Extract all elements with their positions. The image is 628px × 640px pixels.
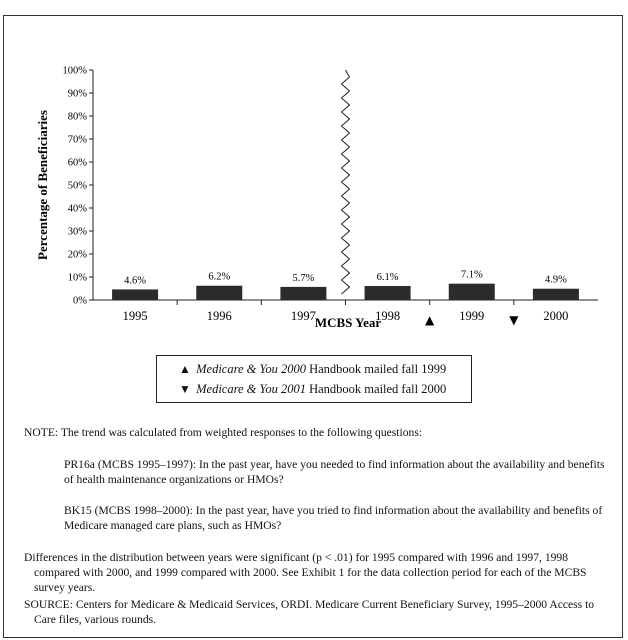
legend-item-2001-handbook: ▼ Medicare & You 2001 Handbook mailed fa… (179, 382, 446, 397)
legend-item-text: Handbook mailed fall 1999 (305, 362, 447, 376)
axis-break-line (340, 69, 351, 295)
legend-item-text: Handbook mailed fall 2000 (305, 382, 447, 396)
triangle-down-icon: ▼ (179, 382, 191, 396)
x-tick-label: 1999 (459, 309, 484, 323)
question-pr16a: PR16a (MCBS 1995–1997): In the past year… (64, 458, 605, 486)
y-tick-label: 20% (68, 250, 88, 261)
data-label: 6.1% (377, 272, 399, 283)
x-tick-label: 1997 (291, 309, 316, 323)
bar-1999 (448, 283, 495, 300)
y-tick-label: 90% (68, 89, 88, 100)
bar-1995 (112, 289, 159, 300)
triangle-up-icon: ▲ (425, 313, 435, 327)
y-tick-label: 100% (63, 66, 88, 77)
y-tick-label: 60% (68, 158, 88, 169)
y-tick-label: 50% (68, 181, 88, 192)
differences-text: Differences in the distribution between … (24, 551, 587, 594)
bar-2000 (532, 288, 579, 300)
legend-item-title: Medicare & You 2001 (196, 382, 306, 396)
data-label: 6.2% (208, 272, 230, 283)
note-text: NOTE: The trend was calculated from weig… (24, 426, 423, 439)
bar-1996 (196, 285, 243, 300)
legend-item-2000-handbook: ▲ Medicare & You 2000 Handbook mailed fa… (179, 362, 446, 377)
x-tick-label: 1995 (123, 309, 148, 323)
bars: 4.6% 6.2% 5.7% 6.1% 7.1% 4.9% (112, 270, 579, 300)
x-tick-label: 2000 (543, 309, 568, 323)
x-axis-label: MCBS Year (315, 315, 382, 330)
exhibit-frame (3, 15, 623, 638)
triangle-up-icon: ▲ (179, 362, 191, 376)
data-label: 7.1% (461, 270, 483, 281)
x-tick-label: 1996 (207, 309, 232, 323)
question-bk15: BK15 (MCBS 1998–2000): In the past year,… (64, 504, 603, 532)
data-label: 4.9% (545, 275, 567, 286)
bar-1998 (364, 285, 411, 300)
y-tick-label: 40% (68, 204, 88, 215)
y-tick-label: 10% (68, 273, 88, 284)
bar-1997 (280, 286, 327, 300)
data-label: 5.7% (292, 273, 314, 284)
between-year-markers: ▲ ▼ (425, 313, 519, 327)
y-tick-label: 80% (68, 112, 88, 123)
legend: ▲ Medicare & You 2000 Handbook mailed fa… (156, 355, 472, 403)
y-tick-label: 70% (68, 135, 88, 146)
data-label: 4.6% (124, 275, 146, 286)
x-tick-label: 1998 (375, 309, 400, 323)
source-text: SOURCE: Centers for Medicare & Medicaid … (24, 598, 595, 626)
y-tick-label: 0% (73, 296, 87, 307)
y-tick-label: 30% (68, 227, 88, 238)
y-axis-label: Percentage of Beneficiaries (35, 110, 50, 260)
x-ticks: 1995 1996 1997 1998 1999 2000 (123, 300, 568, 323)
bar-chart: Percentage of Beneficiaries MCBS Year 0%… (35, 66, 598, 330)
y-ticks: 0% 10% 20% 30% 40% 50% 60% 70% 80% 90% 100% (63, 66, 93, 307)
legend-item-title: Medicare & You 2000 (196, 362, 306, 376)
triangle-down-icon: ▼ (509, 313, 519, 327)
